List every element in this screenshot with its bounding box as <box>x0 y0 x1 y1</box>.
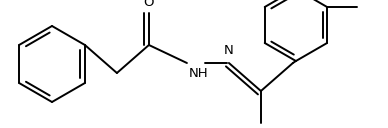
Text: N: N <box>224 44 234 57</box>
Text: O: O <box>144 0 154 9</box>
Text: NH: NH <box>189 67 208 80</box>
